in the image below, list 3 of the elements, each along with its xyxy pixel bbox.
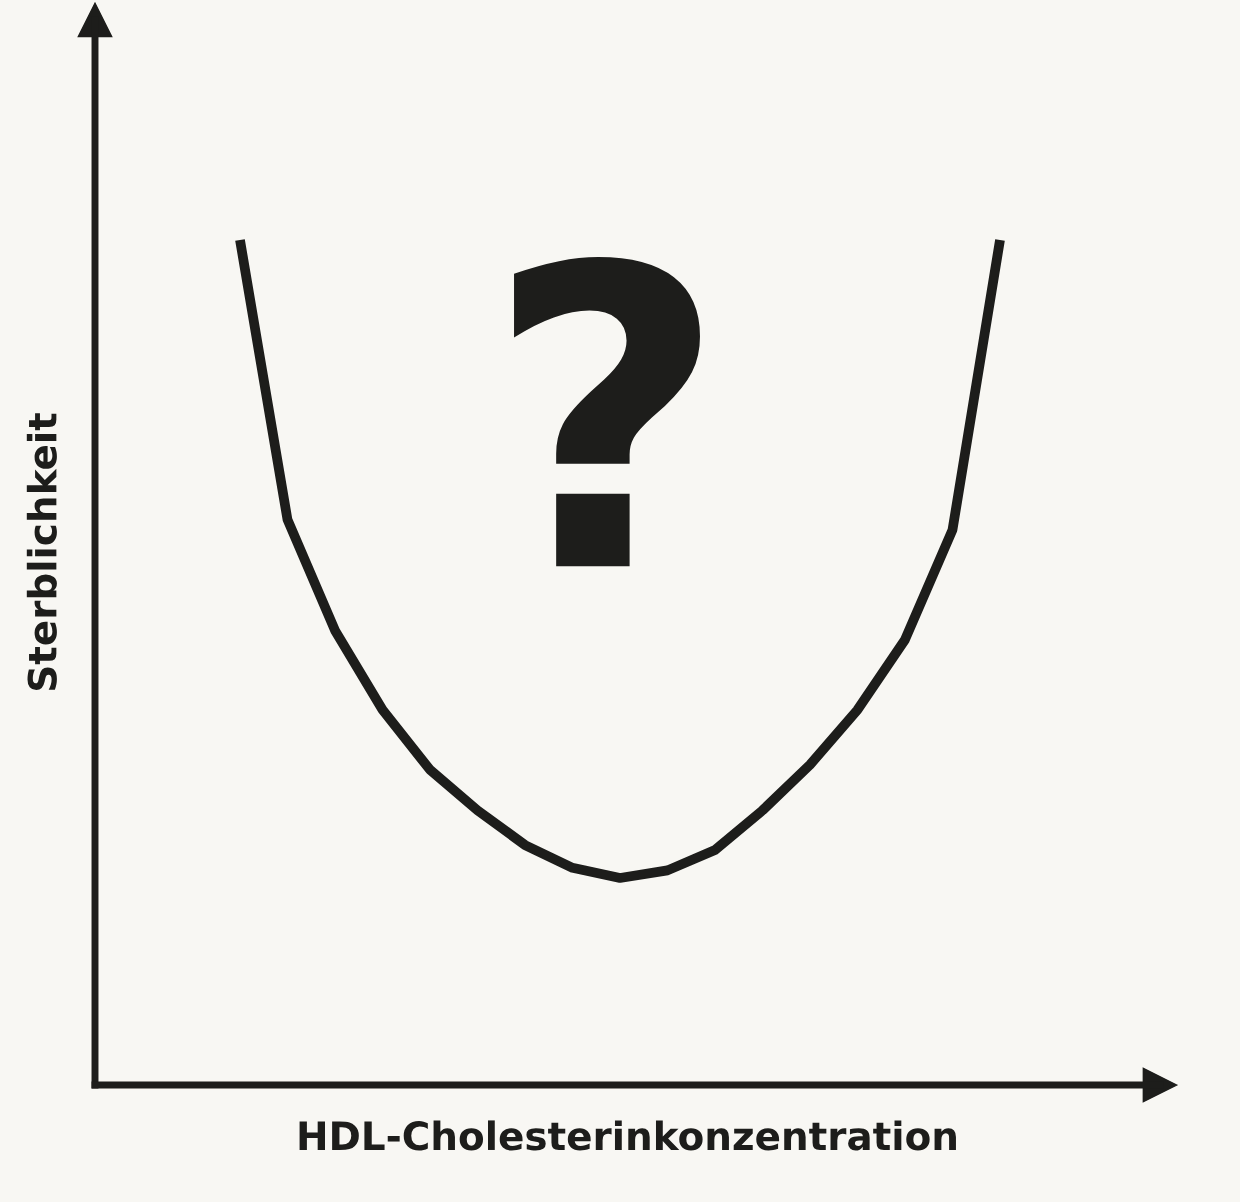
x-axis-title: HDL-Cholesterinkonzentration bbox=[299, 1120, 956, 1151]
y-axis-title: Sterblichkeit bbox=[26, 413, 57, 690]
annotation: ? bbox=[514, 257, 700, 567]
